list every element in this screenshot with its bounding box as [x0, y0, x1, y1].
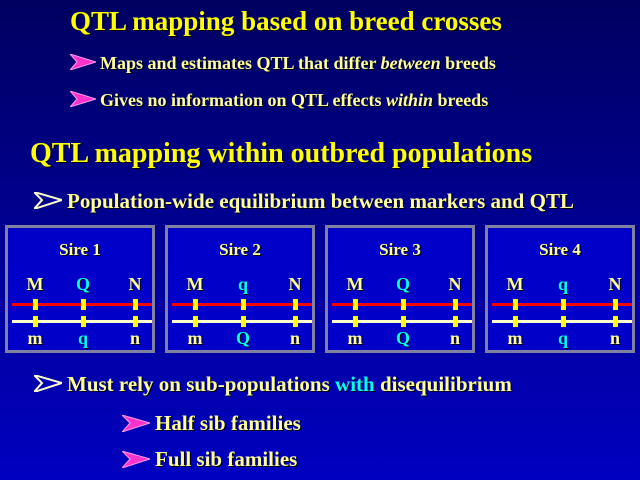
- locus-marker: [353, 299, 358, 310]
- bullet-text: Must rely on sub-populations with disequ…: [67, 372, 512, 396]
- locus-marker: [513, 299, 518, 310]
- allele-bottom: q: [557, 328, 568, 348]
- slide-title-outbred: QTL mapping within outbred populations: [30, 138, 533, 169]
- allele-bottom: n: [129, 328, 140, 348]
- allele-bottom: n: [289, 328, 300, 348]
- locus-marker: [561, 316, 566, 327]
- allele-top: M: [186, 274, 204, 294]
- locus-marker: [241, 316, 246, 327]
- arrow-bullet-icon: [70, 54, 96, 70]
- allele-top: M: [346, 274, 364, 294]
- allele-bottom: m: [187, 328, 203, 348]
- locus-marker: [561, 299, 566, 310]
- allele-top: Q: [395, 274, 410, 294]
- sire-title: Sire 2: [219, 240, 261, 259]
- allele-bottom: n: [609, 328, 620, 348]
- allele-top: M: [26, 274, 44, 294]
- arrow-bullet-icon: [34, 375, 62, 392]
- allele-bottom: m: [347, 328, 363, 348]
- locus-marker: [193, 299, 198, 310]
- allele-top: N: [608, 274, 622, 294]
- allele-top: N: [128, 274, 142, 294]
- bullet-text: Gives no information on QTL effects with…: [100, 90, 489, 110]
- bullet-text: Maps and estimates QTL that differ betwe…: [100, 53, 496, 73]
- sire-title: Sire 3: [379, 240, 421, 259]
- locus-marker: [453, 299, 458, 310]
- locus-marker: [513, 316, 518, 327]
- sub-bullet-text: Full sib families: [155, 447, 298, 471]
- arrow-bullet-icon: [70, 91, 96, 107]
- allele-top: N: [448, 274, 462, 294]
- locus-marker: [81, 299, 86, 310]
- locus-marker: [613, 299, 618, 310]
- locus-marker: [193, 316, 198, 327]
- sire-title: Sire 4: [539, 240, 581, 259]
- slide-title-breed-crosses: QTL mapping based on breed crosses: [70, 6, 502, 36]
- locus-marker: [33, 299, 38, 310]
- allele-top: N: [288, 274, 302, 294]
- arrow-bullet-icon: [122, 415, 150, 432]
- allele-bottom: q: [77, 328, 88, 348]
- locus-marker: [293, 316, 298, 327]
- locus-marker: [133, 299, 138, 310]
- allele-top: q: [237, 274, 248, 294]
- allele-top: q: [557, 274, 568, 294]
- sub-bullet-text: Half sib families: [155, 411, 301, 435]
- locus-marker: [81, 316, 86, 327]
- allele-bottom: Q: [235, 328, 250, 348]
- locus-marker: [401, 316, 406, 327]
- locus-marker: [241, 299, 246, 310]
- allele-top: Q: [75, 274, 90, 294]
- locus-marker: [453, 316, 458, 327]
- locus-marker: [33, 316, 38, 327]
- sire-title: Sire 1: [59, 240, 101, 259]
- allele-bottom: n: [449, 328, 460, 348]
- locus-marker: [401, 299, 406, 310]
- locus-marker: [613, 316, 618, 327]
- locus-marker: [293, 299, 298, 310]
- allele-top: M: [506, 274, 524, 294]
- locus-marker: [353, 316, 358, 327]
- locus-marker: [133, 316, 138, 327]
- arrow-bullet-icon: [122, 451, 150, 468]
- allele-bottom: Q: [395, 328, 410, 348]
- bullet-text: Population-wide equilibrium between mark…: [67, 189, 574, 213]
- allele-bottom: m: [507, 328, 523, 348]
- arrow-bullet-icon: [34, 192, 62, 209]
- allele-bottom: m: [27, 328, 43, 348]
